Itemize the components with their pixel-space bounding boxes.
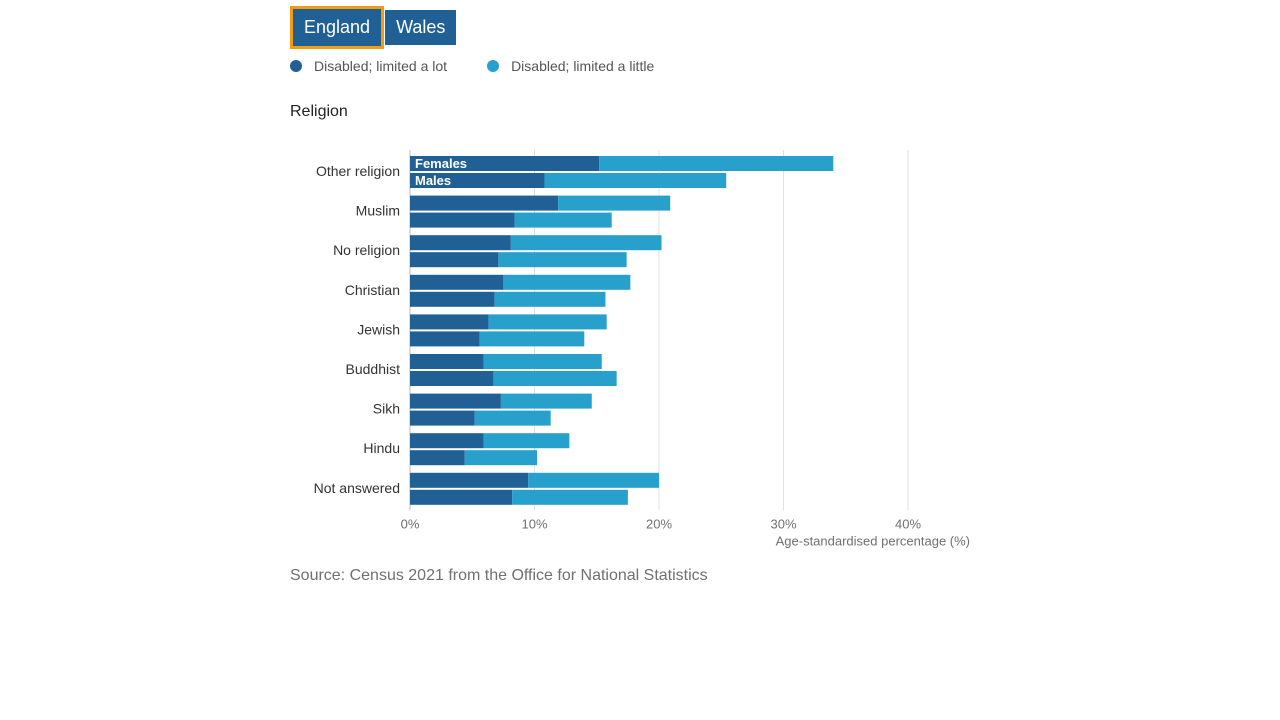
group-label: Males [415,173,451,188]
bar-males-limited-a-little [464,450,537,466]
nation-tabs: England Wales [290,6,457,49]
chart-subtitle: Religion [290,103,348,120]
bar-females-limited-a-lot [410,393,501,409]
bar-males-limited-a-lot [410,212,515,228]
bar-males-limited-a-lot [410,410,475,426]
x-tick-label: 30% [770,516,796,531]
bar-females-limited-a-lot [410,354,484,369]
bar-males-limited-a-little [544,173,727,188]
bar-males-limited-a-little [514,212,612,228]
category-label: Muslim [356,203,400,219]
legend-item-limited-a-lot: Disabled; limited a lot [290,58,447,74]
tab-wales[interactable]: Wales [385,10,457,45]
group-label: Females [415,156,467,171]
tab-england[interactable]: England [290,6,385,49]
legend-swatch-limited-a-lot [290,60,302,72]
bar-females-limited-a-little [599,156,834,171]
bar-females-limited-a-lot [410,235,511,251]
category-label: Jewish [357,321,400,337]
category-label: Other religion [316,163,400,179]
bar-females-limited-a-little [528,472,659,488]
x-axis-title: Age-standardised percentage (%) [776,533,970,548]
bar-females-limited-a-little [483,354,602,369]
category-label: No religion [333,242,400,258]
legend-item-limited-a-little: Disabled; limited a little [487,58,654,74]
bar-males-limited-a-little [494,291,606,307]
bar-males-limited-a-little [474,410,551,426]
x-tick-label: 40% [895,516,921,531]
category-label: Buddhist [346,361,401,377]
source-note: Source: Census 2021 from the Office for … [290,567,708,584]
category-label: Hindu [363,440,400,456]
bar-males-limited-a-lot [410,331,480,347]
x-tick-label: 20% [646,516,672,531]
bar-males-limited-a-lot [410,450,465,466]
bar-chart: 0% 10% 20% 30% 40% Females Males Other religion… [314,150,970,548]
x-tick-label: 0% [401,516,420,531]
bar-females-limited-a-little [503,274,631,290]
category-label: Sikh [373,401,400,417]
bar-males-limited-a-little [498,252,627,268]
category-label: Christian [345,282,400,298]
bar-males-limited-a-lot [410,291,495,307]
bar-males-limited-a-little [493,371,617,386]
bar-males-limited-a-lot [410,371,494,386]
legend-label-limited-a-lot: Disabled; limited a lot [314,58,448,74]
bar-females-limited-a-lot [410,433,484,449]
bar-males-limited-a-little [479,331,585,347]
bar-males-limited-a-little [512,489,628,505]
bar-males-limited-a-lot [410,252,499,268]
bar-males-limited-a-lot [410,489,513,505]
bar-females-limited-a-lot [410,195,559,211]
bar-females-limited-a-lot [410,314,489,330]
bar-females-limited-a-little [488,314,607,330]
x-tick-label: 10% [521,516,547,531]
bar-females-limited-a-lot [410,274,504,290]
legend-swatch-limited-a-little [487,60,500,72]
bar-females-limited-a-little [558,195,671,211]
chart-legend: Disabled; limited a lot Disabled; limite… [290,58,694,74]
legend-label-limited-a-little: Disabled; limited a little [511,58,655,74]
bar-females-limited-a-lot [410,156,600,171]
category-label: Not answered [314,480,400,496]
bar-females-limited-a-lot [410,472,529,488]
bar-females-limited-a-little [500,393,592,409]
bar-females-limited-a-little [510,235,662,251]
bar-males-limited-a-lot [410,173,545,188]
bar-females-limited-a-little [483,433,570,449]
